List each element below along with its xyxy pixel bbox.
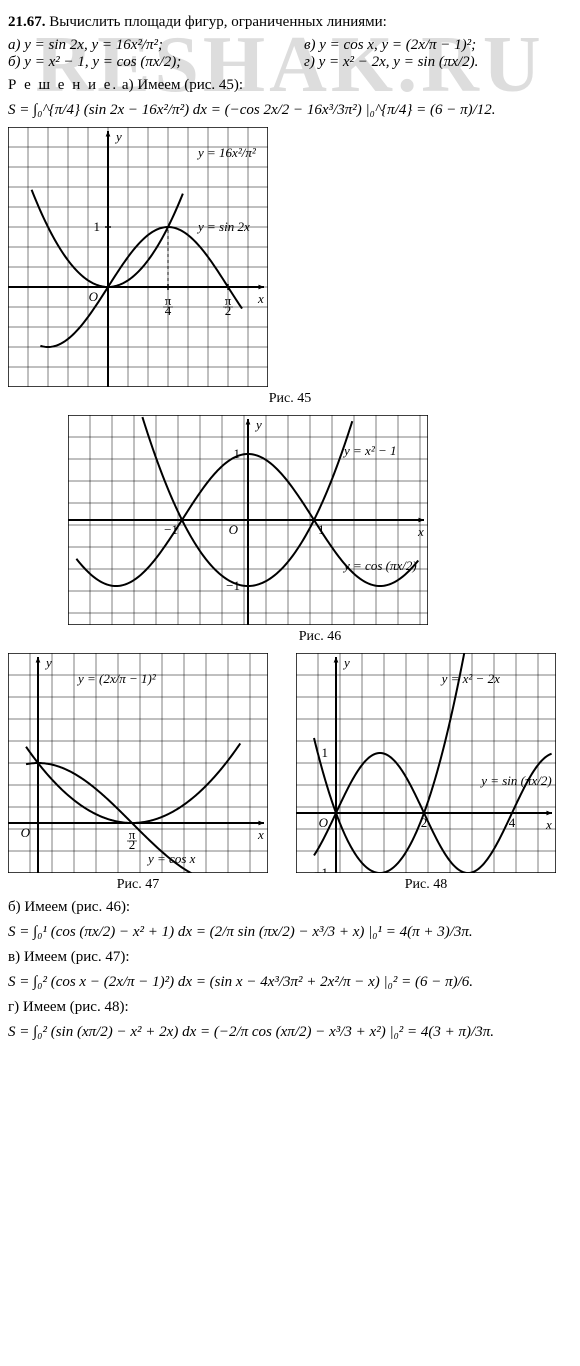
svg-text:1: 1 xyxy=(322,745,329,760)
svg-text:2: 2 xyxy=(225,303,232,318)
sol-b-intro: б) Имеем (рис. 46): xyxy=(8,899,572,916)
figure-45: Oxy1π4π2y = 16x²/π²y = sin 2x Рис. 45 xyxy=(8,127,572,407)
svg-text:−1: −1 xyxy=(314,865,328,873)
figure-47-svg: Oxyπ2y = (2x/π − 1)²y = cos x xyxy=(8,653,268,873)
svg-text:y = cos (πx/2): y = cos (πx/2) xyxy=(342,558,417,573)
item-g: г) y = x² − 2x, y = sin (πx/2). xyxy=(304,54,572,71)
svg-text:2: 2 xyxy=(129,837,136,852)
sol-a-equation: S = ∫₀^{π/4} (sin 2x − 16x²/π²) dx = (−c… xyxy=(8,102,572,119)
sol-b-equation: S = ∫₀¹ (cos (πx/2) − x² + 1) dx = (2/π … xyxy=(8,924,572,941)
page-content: 21.67. Вычислить площади фигур, ограниче… xyxy=(8,14,572,1041)
svg-text:O: O xyxy=(319,815,329,830)
svg-text:1: 1 xyxy=(234,446,241,461)
problem-text: Вычислить площади фигур, ограниченных ли… xyxy=(49,14,387,30)
svg-text:1: 1 xyxy=(94,219,101,234)
svg-text:y = 16x²/π²: y = 16x²/π² xyxy=(196,145,257,160)
svg-text:y: y xyxy=(114,129,122,144)
problem-items-row1: а) y = sin 2x, y = 16x²/π²; в) y = cos x… xyxy=(8,37,572,54)
svg-text:x: x xyxy=(545,817,552,832)
figure-45-caption: Рис. 45 xyxy=(8,391,572,407)
svg-text:O: O xyxy=(21,825,31,840)
item-v: в) y = cos x, y = (2x/π − 1)²; xyxy=(304,37,572,54)
svg-text:O: O xyxy=(89,289,99,304)
svg-text:x: x xyxy=(257,291,264,306)
sol-a-intro: а) Имеем (рис. 45): xyxy=(122,77,243,93)
solution-label: Р е ш е н и е. xyxy=(8,77,118,93)
figure-46-svg: Oxy−111−1y = x² − 1y = cos (πx/2) xyxy=(68,415,428,625)
figure-48-svg: Oxy241−1y = x² − 2xy = sin (πx/2) xyxy=(296,653,556,873)
svg-text:y = x² − 1: y = x² − 1 xyxy=(342,443,396,458)
problem-items-row2: б) y = x² − 1, y = cos (πx/2); г) y = x²… xyxy=(8,54,572,71)
svg-text:y = sin 2x: y = sin 2x xyxy=(196,219,250,234)
item-a: а) y = sin 2x, y = 16x²/π²; xyxy=(8,37,276,54)
svg-text:y: y xyxy=(44,655,52,670)
figure-46-caption: Рис. 46 xyxy=(68,629,572,645)
sol-g-equation: S = ∫₀² (sin (xπ/2) − x² + 2x) dx = (−2/… xyxy=(8,1024,572,1041)
svg-text:y = x² − 2x: y = x² − 2x xyxy=(440,671,500,686)
svg-text:y = sin (πx/2): y = sin (πx/2) xyxy=(479,773,552,788)
sol-g-intro: г) Имеем (рис. 48): xyxy=(8,999,572,1016)
figure-47-caption: Рис. 47 xyxy=(8,877,268,893)
figure-47: Oxyπ2y = (2x/π − 1)²y = cos x Рис. 47 xyxy=(8,653,268,893)
svg-text:x: x xyxy=(257,827,264,842)
item-b: б) y = x² − 1, y = cos (πx/2); xyxy=(8,54,276,71)
figure-48: Oxy241−1y = x² − 2xy = sin (πx/2) Рис. 4… xyxy=(296,653,556,893)
svg-text:y: y xyxy=(342,655,350,670)
figure-48-caption: Рис. 48 xyxy=(296,877,556,893)
svg-text:O: O xyxy=(229,522,239,537)
sol-v-intro: в) Имеем (рис. 47): xyxy=(8,949,572,966)
svg-text:y: y xyxy=(254,417,262,432)
sol-v-equation: S = ∫₀² (cos x − (2x/π − 1)²) dx = (sin … xyxy=(8,974,572,991)
problem-number: 21.67. xyxy=(8,14,46,30)
figure-45-svg: Oxy1π4π2y = 16x²/π²y = sin 2x xyxy=(8,127,268,387)
solution-intro: Р е ш е н и е. а) Имеем (рис. 45): xyxy=(8,77,572,94)
svg-text:y = cos x: y = cos x xyxy=(146,851,196,866)
figure-46: Oxy−111−1y = x² − 1y = cos (πx/2) Рис. 4… xyxy=(68,415,572,645)
figures-47-48-row: Oxyπ2y = (2x/π − 1)²y = cos x Рис. 47 Ox… xyxy=(8,653,572,893)
svg-text:4: 4 xyxy=(165,303,172,318)
svg-text:x: x xyxy=(417,524,424,539)
svg-text:y = (2x/π − 1)²: y = (2x/π − 1)² xyxy=(76,671,157,686)
problem-heading: 21.67. Вычислить площади фигур, ограниче… xyxy=(8,14,572,31)
